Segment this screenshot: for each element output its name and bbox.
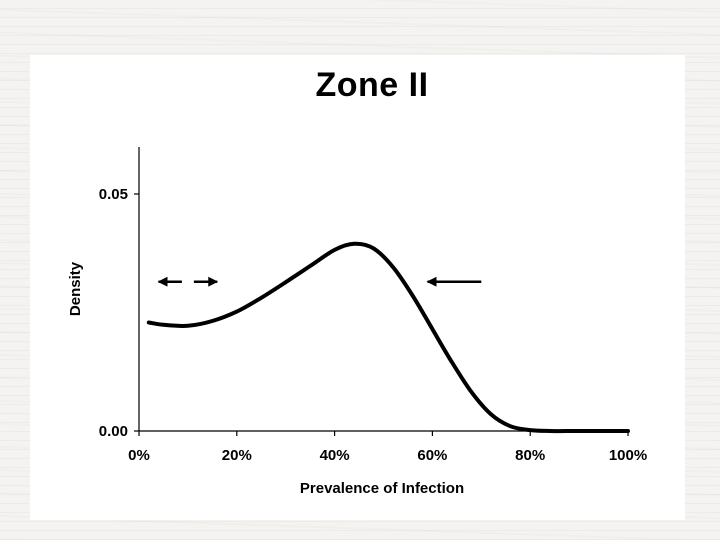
y-tick-label: 0.00 bbox=[99, 423, 128, 440]
density-curve bbox=[146, 241, 630, 434]
x-axis-label: Prevalence of Infection bbox=[300, 480, 464, 497]
slide-title: Zone II bbox=[315, 66, 429, 104]
y-tick-label: 0.05 bbox=[99, 186, 128, 203]
x-tick-label: 60% bbox=[417, 447, 447, 464]
x-tick-label: 20% bbox=[222, 447, 252, 464]
x-tick-label: 100% bbox=[609, 447, 647, 464]
x-tick-label: 40% bbox=[320, 447, 350, 464]
x-tick-label: 0% bbox=[128, 447, 150, 464]
y-axis-label: Density bbox=[67, 261, 84, 316]
x-tick-label: 80% bbox=[515, 447, 545, 464]
